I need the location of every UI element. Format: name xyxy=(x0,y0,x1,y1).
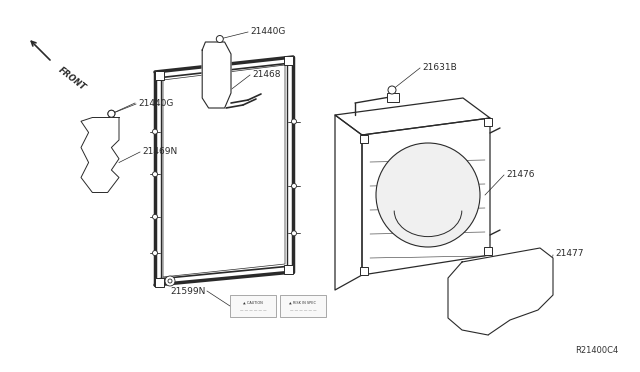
Bar xyxy=(360,135,368,143)
Text: ▲ RISK IN SPEC: ▲ RISK IN SPEC xyxy=(289,301,317,305)
Polygon shape xyxy=(335,98,490,135)
Circle shape xyxy=(362,269,367,273)
Bar xyxy=(154,278,163,286)
Text: 21468: 21468 xyxy=(252,70,280,78)
Text: FRONT: FRONT xyxy=(57,65,88,92)
Circle shape xyxy=(287,58,291,62)
Bar xyxy=(484,247,492,255)
Circle shape xyxy=(157,279,161,285)
Circle shape xyxy=(376,143,480,247)
Text: R21400C4: R21400C4 xyxy=(575,346,618,355)
Circle shape xyxy=(152,172,157,177)
Text: 21477: 21477 xyxy=(555,250,584,259)
Circle shape xyxy=(287,266,291,272)
Circle shape xyxy=(291,183,296,189)
Circle shape xyxy=(168,279,172,283)
Text: 21476: 21476 xyxy=(506,170,534,179)
Circle shape xyxy=(152,251,157,256)
Bar xyxy=(230,295,276,317)
Circle shape xyxy=(165,276,175,286)
Bar xyxy=(285,55,294,64)
Bar xyxy=(484,118,492,126)
Text: 21440G: 21440G xyxy=(138,99,173,108)
Circle shape xyxy=(152,129,157,134)
Text: 21631B: 21631B xyxy=(422,62,457,71)
Polygon shape xyxy=(81,118,119,192)
Polygon shape xyxy=(362,118,490,275)
Polygon shape xyxy=(448,248,553,335)
Circle shape xyxy=(108,110,115,117)
Circle shape xyxy=(216,35,223,42)
Text: 21599N: 21599N xyxy=(170,286,205,295)
Circle shape xyxy=(291,231,296,236)
Circle shape xyxy=(388,86,396,94)
Circle shape xyxy=(486,119,490,125)
Bar xyxy=(285,264,294,273)
Circle shape xyxy=(486,248,490,253)
Bar xyxy=(387,93,399,102)
Bar xyxy=(280,295,326,317)
Text: 21440G: 21440G xyxy=(250,26,285,35)
Circle shape xyxy=(152,214,157,219)
Polygon shape xyxy=(202,42,231,108)
Bar xyxy=(360,267,368,275)
Polygon shape xyxy=(155,57,293,285)
Text: ▲ CAUTION: ▲ CAUTION xyxy=(243,301,263,305)
Text: — — — — — —: — — — — — — xyxy=(240,308,266,312)
Circle shape xyxy=(108,110,115,117)
Circle shape xyxy=(157,73,161,77)
Text: — — — — — —: — — — — — — xyxy=(290,308,316,312)
Polygon shape xyxy=(335,115,362,290)
Text: 21469N: 21469N xyxy=(142,147,177,155)
Circle shape xyxy=(291,119,296,124)
Circle shape xyxy=(362,137,367,141)
Bar xyxy=(154,71,163,80)
